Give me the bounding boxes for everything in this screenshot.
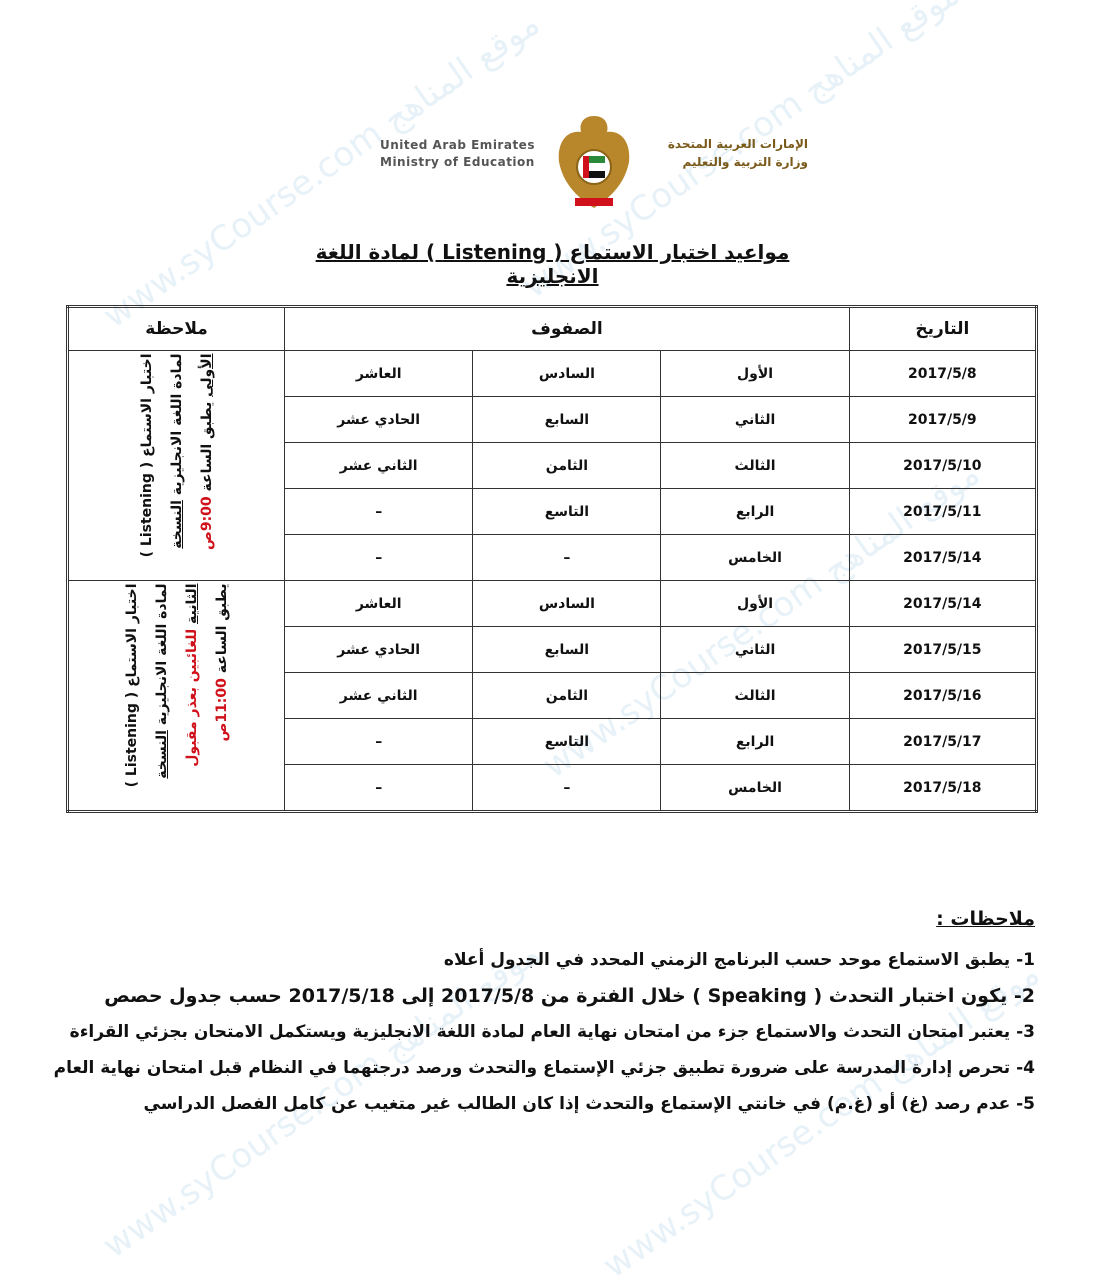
date-cell: 2017/5/18 <box>848 764 1038 812</box>
table-row: 2017/5/18 الخامس – – <box>68 764 1038 812</box>
grade-cell: السابع <box>472 396 662 443</box>
note-item: 1- يطبق الاستماع موحد حسب البرنامج الزمن… <box>443 950 1035 970</box>
grade-cell: – <box>472 764 662 812</box>
grade-cell: الثامن <box>472 672 662 719</box>
grade-cell: السادس <box>472 350 662 397</box>
date-cell: 2017/5/10 <box>848 442 1038 489</box>
grade-cell: الثاني عشر <box>284 442 474 489</box>
note-line: الأولى يطبق الساعة 9:00ص <box>192 353 222 578</box>
grade-cell: الأول <box>660 580 850 627</box>
header-grades: الصفوف <box>284 306 850 351</box>
grade-cell: الخامس <box>660 534 850 581</box>
note-line: الثانية للغائبين بعذر مقبول <box>177 583 207 808</box>
note-line: اختبار الاستماع ( Listening ) <box>138 353 155 557</box>
table-row: 2017/5/17 الرابع التاسع – <box>68 718 1038 765</box>
note-line: اختبار الاستماع ( Listening ) <box>123 583 140 787</box>
grade-cell: الرابع <box>660 718 850 765</box>
grade-cell: – <box>284 488 474 535</box>
en-line2: Ministry of Education <box>380 155 535 169</box>
table-row: 2017/5/10 الثالث الثامن الثاني عشر <box>68 442 1038 489</box>
ar-line1: الإمارات العربية المتحدة <box>667 137 808 151</box>
note-item: 3- يعتبر امتحان التحدث والاستماع جزء من … <box>69 1022 1035 1042</box>
note-text: النسخة <box>168 499 185 549</box>
note-text: لمادة اللغة الانجليزية <box>153 583 170 730</box>
table-row: 2017/5/15 الثاني السابع الحادي عشر <box>68 626 1038 673</box>
table-row: 2017/5/14 الأول السادس العاشر اختبار الاستما… <box>66 580 1038 812</box>
grade-cell: الثاني عشر <box>284 672 474 719</box>
note-text: الأولى <box>198 353 215 397</box>
date-cell: 2017/5/15 <box>848 626 1038 673</box>
rotated-note: اختبار الاستماع ( Listening ) لمادة اللغة… <box>117 583 237 808</box>
grade-cell: الثامن <box>472 442 662 489</box>
note-text: النسخة <box>153 729 170 779</box>
grade-cell: السادس <box>472 580 662 627</box>
note-item: 2- يكون اختبار التحدث ( Speaking ) خلال … <box>104 985 1035 1007</box>
note-item: 4- تحرص إدارة المدرسة على ضرورة تطبيق جز… <box>53 1058 1035 1078</box>
time-text: 9:00ص <box>198 495 215 550</box>
grade-cell: العاشر <box>284 580 474 627</box>
grade-cell: الثاني <box>660 396 850 443</box>
date-cell: 2017/5/14 <box>848 534 1038 581</box>
grade-cell: التاسع <box>472 488 662 535</box>
grade-cell: العاشر <box>284 350 474 397</box>
note-text: يطبق الساعة <box>198 396 215 496</box>
ministry-name-english: United Arab Emirates Ministry of Educati… <box>380 137 535 171</box>
note-text: الثانية <box>183 583 200 624</box>
date-cell: 2017/5/14 <box>848 580 1038 627</box>
grade-cell: التاسع <box>472 718 662 765</box>
grade-cell: – <box>284 534 474 581</box>
time-text: 11:00ص <box>213 677 230 742</box>
grade-cell: الثالث <box>660 672 850 719</box>
grade-cell: الثاني <box>660 626 850 673</box>
header-date: التاريخ <box>848 306 1038 351</box>
grade-cell: الرابع <box>660 488 850 535</box>
ministry-name-arabic: الإمارات العربية المتحدة وزارة التربية و… <box>668 135 808 171</box>
uae-emblem-logo <box>558 116 630 208</box>
en-line1: United Arab Emirates <box>380 138 535 152</box>
date-cell: 2017/5/8 <box>848 350 1038 397</box>
note-item: 5- عدم رصد (غ) أو (غ.م) في خانتي الإستما… <box>143 1094 1036 1114</box>
page-title: مواعيد اختبار الاستماع ( Listening ) لما… <box>315 240 790 288</box>
note-text: للغائبين بعذر مقبول <box>183 623 200 767</box>
note-text: يطبق الساعة <box>213 583 230 678</box>
notes-heading: ملاحظات : <box>936 908 1035 930</box>
notes-section: ملاحظات : 1- يطبق الاستماع موحد حسب البر… <box>53 908 1036 1122</box>
date-cell: 2017/5/9 <box>848 396 1038 443</box>
table-row: 2017/5/11 الرابع التاسع – <box>68 488 1038 535</box>
table-header-row: التاريخ الصفوف ملاحظة <box>66 306 1038 351</box>
rotated-note: اختبار الاستماع ( Listening ) لمادة اللغة… <box>132 353 222 578</box>
schedule-table: التاريخ الصفوف ملاحظة 2017/5/8 الأول الساد… <box>66 305 1038 813</box>
note-cell: اختبار الاستماع ( Listening ) لمادة اللغة… <box>66 580 286 812</box>
grade-cell: الحادي عشر <box>284 626 474 673</box>
grade-cell: – <box>472 534 662 581</box>
grade-cell: – <box>284 764 474 812</box>
ar-line2: وزارة التربية والتعليم <box>682 155 808 169</box>
date-cell: 2017/5/11 <box>848 488 1038 535</box>
grade-cell: الخامس <box>660 764 850 812</box>
table-row: 2017/5/8 الأول السادس العاشر اختبار الاستماع… <box>66 350 1038 581</box>
grade-cell: السابع <box>472 626 662 673</box>
header-note: ملاحظة <box>66 306 286 351</box>
grade-cell: الحادي عشر <box>284 396 474 443</box>
date-cell: 2017/5/17 <box>848 718 1038 765</box>
date-cell: 2017/5/16 <box>848 672 1038 719</box>
grade-cell: – <box>284 718 474 765</box>
table-row: 2017/5/9 الثاني السابع الحادي عشر <box>68 396 1038 443</box>
note-line: لمادة اللغة الانجليزية النسخة <box>147 583 177 808</box>
note-text: لمادة اللغة الانجليزية <box>168 353 185 500</box>
note-cell: اختبار الاستماع ( Listening ) لمادة اللغة… <box>66 350 286 581</box>
grade-cell: الأول <box>660 350 850 397</box>
note-line: يطبق الساعة 11:00ص <box>207 583 237 808</box>
grade-cell: الثالث <box>660 442 850 489</box>
note-line: لمادة اللغة الانجليزية النسخة <box>162 353 192 578</box>
